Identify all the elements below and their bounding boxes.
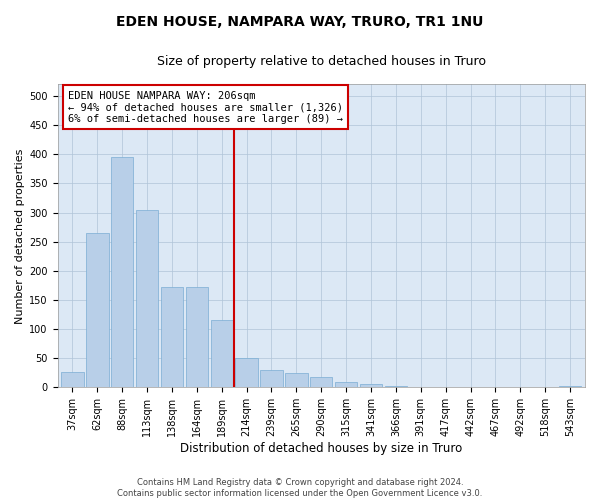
X-axis label: Distribution of detached houses by size in Truro: Distribution of detached houses by size … [180,442,463,455]
Bar [385,386,407,388]
Bar [260,370,283,388]
Bar [136,210,158,388]
Title: Size of property relative to detached houses in Truro: Size of property relative to detached ho… [157,55,486,68]
Bar [285,373,308,388]
Text: EDEN HOUSE, NAMPARA WAY, TRURO, TR1 1NU: EDEN HOUSE, NAMPARA WAY, TRURO, TR1 1NU [116,15,484,29]
Bar [559,386,581,388]
Bar [410,387,432,388]
Bar [61,372,83,388]
Text: EDEN HOUSE NAMPARA WAY: 206sqm
← 94% of detached houses are smaller (1,326)
6% o: EDEN HOUSE NAMPARA WAY: 206sqm ← 94% of … [68,90,343,124]
Bar [360,384,382,388]
Y-axis label: Number of detached properties: Number of detached properties [15,148,25,324]
Bar [86,233,109,388]
Text: Contains HM Land Registry data © Crown copyright and database right 2024.
Contai: Contains HM Land Registry data © Crown c… [118,478,482,498]
Bar [185,287,208,388]
Bar [111,158,133,388]
Bar [211,320,233,388]
Bar [335,382,358,388]
Bar [235,358,258,388]
Bar [161,287,183,388]
Bar [310,377,332,388]
